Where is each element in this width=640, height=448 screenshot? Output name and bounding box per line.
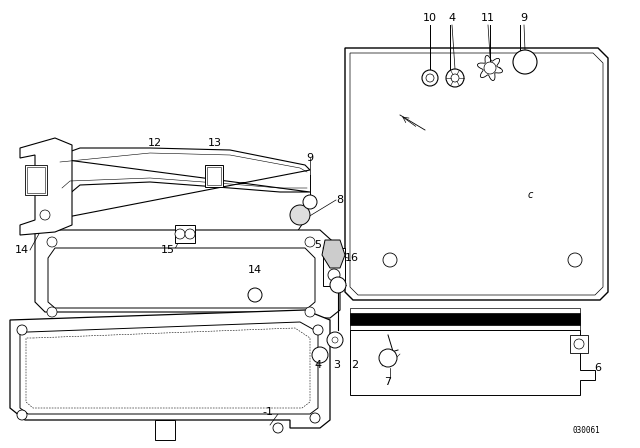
Text: -1: -1: [262, 407, 273, 417]
Text: 14: 14: [15, 245, 29, 255]
Text: 11: 11: [481, 13, 495, 23]
Polygon shape: [350, 313, 580, 325]
Text: 9: 9: [307, 153, 314, 163]
Bar: [27, 167, 45, 193]
Circle shape: [327, 332, 343, 348]
Circle shape: [446, 69, 464, 87]
Text: 6: 6: [595, 363, 602, 373]
Bar: [25, 165, 47, 195]
Circle shape: [379, 349, 397, 367]
Text: 16: 16: [345, 253, 359, 263]
Circle shape: [305, 307, 315, 317]
Circle shape: [383, 253, 397, 267]
Text: 3: 3: [333, 360, 340, 370]
Circle shape: [17, 325, 27, 335]
Polygon shape: [35, 230, 340, 318]
Circle shape: [426, 74, 434, 82]
Polygon shape: [350, 330, 595, 395]
Circle shape: [175, 229, 185, 239]
Circle shape: [310, 413, 320, 423]
Text: 8: 8: [337, 195, 344, 205]
Polygon shape: [322, 240, 345, 268]
Circle shape: [328, 269, 340, 281]
Polygon shape: [20, 138, 72, 235]
Circle shape: [40, 210, 50, 220]
Circle shape: [305, 237, 315, 247]
Bar: [175, 225, 195, 243]
Bar: [570, 335, 588, 353]
Polygon shape: [20, 322, 318, 414]
Text: 030061: 030061: [572, 426, 600, 435]
Circle shape: [17, 410, 27, 420]
Circle shape: [513, 50, 537, 74]
Text: 4: 4: [449, 13, 456, 23]
Text: 9: 9: [520, 13, 527, 23]
Text: 4: 4: [314, 360, 321, 370]
Circle shape: [328, 254, 340, 266]
Text: 2: 2: [351, 360, 358, 370]
Bar: [205, 165, 223, 187]
Text: c: c: [527, 190, 532, 200]
Text: 7: 7: [385, 377, 392, 387]
Text: 12: 12: [148, 138, 162, 148]
Circle shape: [574, 339, 584, 349]
Text: 14: 14: [248, 265, 262, 275]
Circle shape: [273, 423, 283, 433]
Polygon shape: [10, 310, 330, 428]
Polygon shape: [345, 48, 608, 300]
Circle shape: [568, 253, 582, 267]
Circle shape: [248, 288, 262, 302]
Circle shape: [312, 347, 328, 363]
Circle shape: [47, 307, 57, 317]
Polygon shape: [48, 248, 315, 308]
Bar: [207, 167, 221, 185]
Circle shape: [185, 229, 195, 239]
Circle shape: [422, 70, 438, 86]
Bar: [323, 248, 345, 286]
Text: 5: 5: [314, 240, 321, 250]
Circle shape: [290, 205, 310, 225]
Text: 13: 13: [208, 138, 222, 148]
Text: 15: 15: [161, 245, 175, 255]
Circle shape: [332, 337, 338, 343]
Circle shape: [47, 237, 57, 247]
Text: 10: 10: [423, 13, 437, 23]
Circle shape: [484, 62, 496, 74]
Circle shape: [303, 195, 317, 209]
Polygon shape: [52, 148, 310, 220]
Circle shape: [330, 277, 346, 293]
Circle shape: [313, 325, 323, 335]
Circle shape: [451, 74, 459, 82]
Polygon shape: [155, 420, 175, 440]
